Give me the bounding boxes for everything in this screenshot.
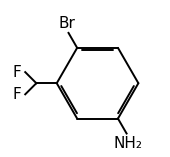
Text: NH₂: NH₂	[114, 136, 143, 151]
Text: F: F	[13, 87, 21, 102]
Text: F: F	[13, 65, 21, 80]
Text: Br: Br	[58, 16, 75, 31]
